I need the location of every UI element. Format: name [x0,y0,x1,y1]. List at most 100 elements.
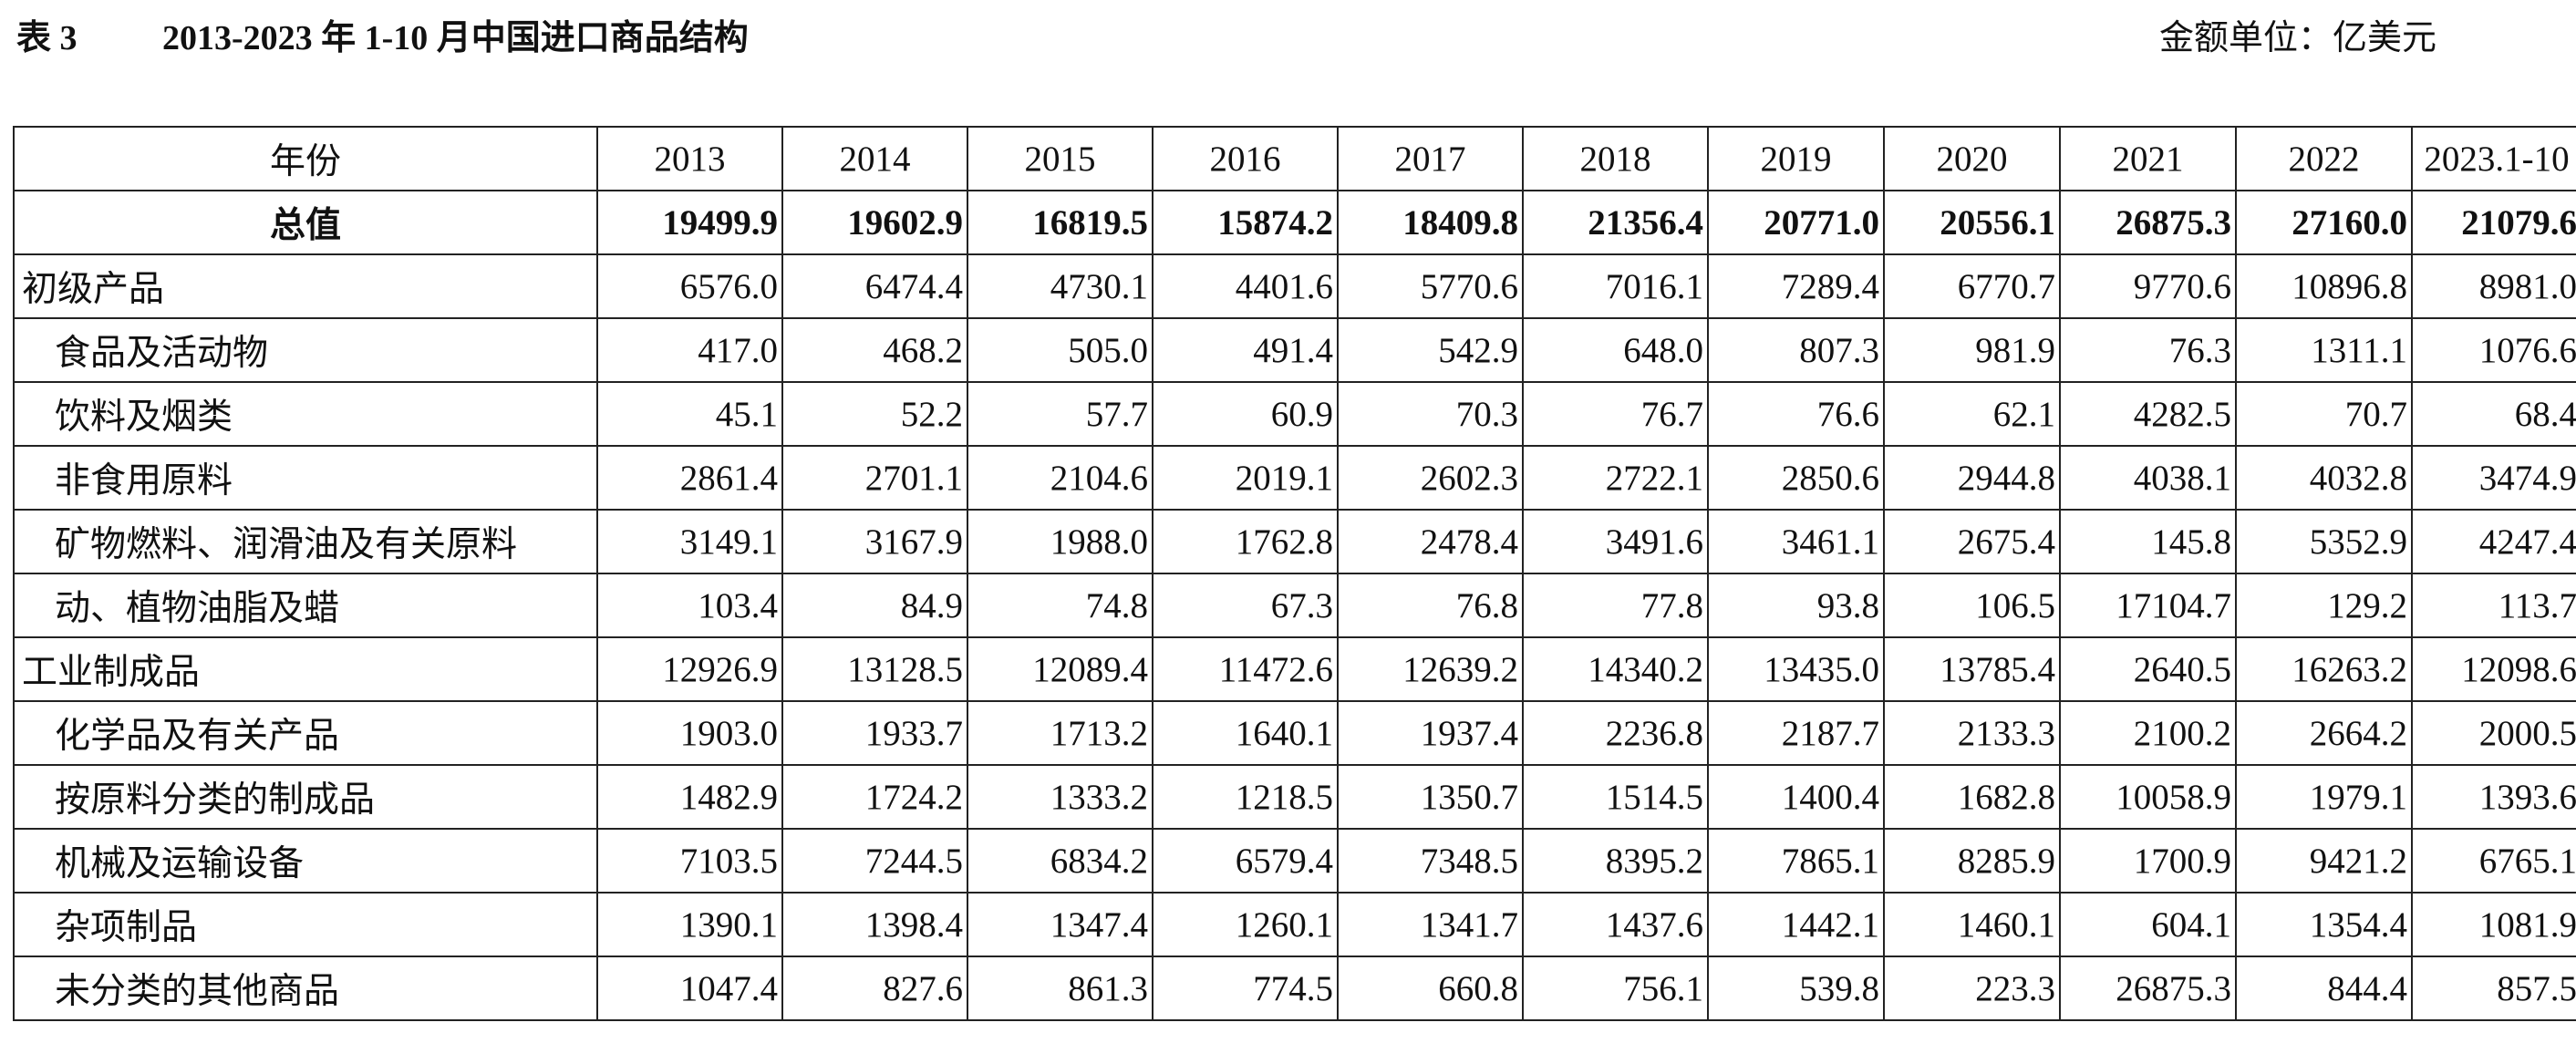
value-cell: 67.3 [1152,573,1339,638]
value-cell: 20771.0 [1707,190,1885,255]
table-caption: 表 3 2013-2023 年 1-10 月中国进口商品结构 金额单位：亿美元 [16,11,2560,66]
value-cell: 2722.1 [1522,445,1709,511]
value-cell: 1482.9 [596,764,783,830]
value-cell: 62.1 [1883,381,2061,447]
value-cell: 77.8 [1522,573,1709,638]
value-cell: 539.8 [1707,956,1885,1021]
value-cell: 68.4 [2411,381,2576,447]
value-cell: 70.7 [2235,381,2413,447]
row-label: 矿物燃料、润滑油及有关原料 [13,509,598,574]
value-cell: 1437.6 [1522,892,1709,957]
table-row: 未分类的其他商品 1047.4 827.6 861.3 774.5 660.8 756.1 5… [13,956,2576,1021]
value-cell: 1400.4 [1707,764,1885,830]
value-cell: 52.2 [781,381,968,447]
table-row: 杂项制品 1390.1 1398.4 1347.4 1260.1 1341.7 1437.6… [13,892,2576,957]
row-label: 食品及活动物 [13,317,598,383]
value-cell: 2640.5 [2059,636,2237,702]
value-cell: 468.2 [781,317,968,383]
row-label: 机械及运输设备 [13,828,598,894]
row-label: 动、植物油脂及蜡 [13,573,598,638]
value-cell: 1260.1 [1152,892,1339,957]
table-row: 动、植物油脂及蜡 103.4 84.9 74.8 67.3 76.8 77.8 93.8 106… [13,573,2576,638]
value-cell: 2133.3 [1883,700,2061,766]
row-label: 杂项制品 [13,892,598,957]
value-cell: 6765.1 [2411,828,2576,894]
row-label: 饮料及烟类 [13,381,598,447]
value-cell: 7103.5 [596,828,783,894]
value-cell: 10058.9 [2059,764,2237,830]
value-cell: 8395.2 [1522,828,1709,894]
value-cell: 15874.2 [1152,190,1339,255]
year-header: 2021 [2059,126,2237,191]
year-header: 2014 [781,126,968,191]
value-cell: 1347.4 [967,892,1154,957]
value-cell: 20556.1 [1883,190,2061,255]
value-cell: 3461.1 [1707,509,1885,574]
table-row: 总值 19499.9 19602.9 16819.5 15874.2 18409.8 213… [13,190,2576,255]
value-cell: 807.3 [1707,317,1885,383]
value-cell: 1354.4 [2235,892,2413,957]
table-row: 食品及活动物 417.0 468.2 505.0 491.4 542.9 648.0 807.… [13,317,2576,383]
value-cell: 16819.5 [967,190,1154,255]
value-cell: 17104.7 [2059,573,2237,638]
row-label: 非食用原料 [13,445,598,511]
value-cell: 113.7 [2411,573,2576,638]
value-cell: 2000.5 [2411,700,2576,766]
row-label: 初级产品 [13,253,598,319]
value-cell: 60.9 [1152,381,1339,447]
value-cell: 7348.5 [1337,828,1524,894]
value-cell: 70.3 [1337,381,1524,447]
value-cell: 3167.9 [781,509,968,574]
value-cell: 13128.5 [781,636,968,702]
value-cell: 1341.7 [1337,892,1524,957]
value-cell: 4032.8 [2235,445,2413,511]
value-cell: 18409.8 [1337,190,1524,255]
value-cell: 1076.6 [2411,317,2576,383]
value-cell: 57.7 [967,381,1154,447]
value-cell: 12098.6 [2411,636,2576,702]
year-header: 2019 [1707,126,1885,191]
year-header: 2015 [967,126,1154,191]
value-cell: 106.5 [1883,573,2061,638]
table-row: 初级产品 6576.0 6474.4 4730.1 4401.6 5770.6 7016.1… [13,253,2576,319]
value-cell: 4730.1 [967,253,1154,319]
value-cell: 26875.3 [2059,190,2237,255]
row-label: 化学品及有关产品 [13,700,598,766]
value-cell: 1640.1 [1152,700,1339,766]
value-cell: 756.1 [1522,956,1709,1021]
value-cell: 13785.4 [1883,636,2061,702]
value-cell: 1393.6 [2411,764,2576,830]
header-row: 年份 2013 2014 2015 2016 2017 2018 2019 20… [13,126,2576,191]
value-cell: 542.9 [1337,317,1524,383]
value-cell: 3149.1 [596,509,783,574]
value-cell: 505.0 [967,317,1154,383]
import-structure-table: 年份 2013 2014 2015 2016 2017 2018 2019 20… [13,126,2576,1021]
value-cell: 2104.6 [967,445,1154,511]
value-cell: 844.4 [2235,956,2413,1021]
value-cell: 19602.9 [781,190,968,255]
value-cell: 1442.1 [1707,892,1885,957]
table-row: 按原料分类的制成品 1482.9 1724.2 1333.2 1218.5 1350.7 1… [13,764,2576,830]
value-cell: 2675.4 [1883,509,2061,574]
value-cell: 417.0 [596,317,783,383]
table-row: 机械及运输设备 7103.5 7244.5 6834.2 6579.4 7348.5 839… [13,828,2576,894]
value-cell: 2478.4 [1337,509,1524,574]
value-cell: 2602.3 [1337,445,1524,511]
value-cell: 1514.5 [1522,764,1709,830]
year-header: 2017 [1337,126,1524,191]
table-row: 化学品及有关产品 1903.0 1933.7 1713.2 1640.1 1937.4 22… [13,700,2576,766]
value-cell: 2664.2 [2235,700,2413,766]
value-cell: 1390.1 [596,892,783,957]
table-row: 矿物燃料、润滑油及有关原料 3149.1 3167.9 1988.0 1762.8 247… [13,509,2576,574]
year-header: 2022 [2235,126,2413,191]
value-cell: 491.4 [1152,317,1339,383]
table-body: 总值 19499.9 19602.9 16819.5 15874.2 18409.8 213… [13,190,2576,1021]
value-cell: 1903.0 [596,700,783,766]
value-cell: 7289.4 [1707,253,1885,319]
value-cell: 5770.6 [1337,253,1524,319]
value-cell: 2019.1 [1152,445,1339,511]
value-cell: 4247.4 [2411,509,2576,574]
value-cell: 1350.7 [1337,764,1524,830]
value-cell: 16263.2 [2235,636,2413,702]
value-cell: 1047.4 [596,956,783,1021]
